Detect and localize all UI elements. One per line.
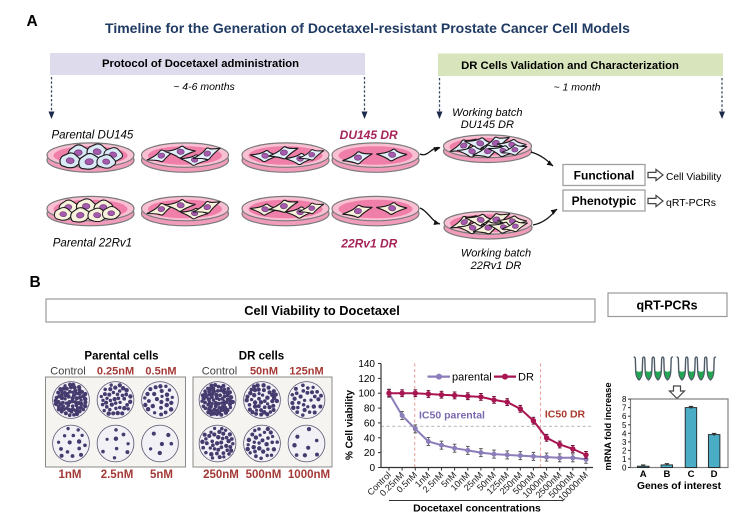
svg-text:A: A: [640, 469, 647, 480]
svg-text:250nM: 250nM: [203, 469, 239, 481]
svg-text:500nM: 500nM: [246, 469, 282, 481]
svg-text:~ 4-6 months: ~ 4-6 months: [173, 81, 235, 93]
svg-text:Cell Viability to Docetaxel: Cell Viability to Docetaxel: [244, 303, 400, 318]
svg-text:parental: parental: [452, 372, 492, 384]
svg-text:125nM: 125nM: [289, 366, 323, 378]
svg-text:mRNA fold increase: mRNA fold increase: [603, 383, 613, 471]
svg-text:Parental 22Rv1: Parental 22Rv1: [53, 238, 132, 250]
svg-text:DU145 DR: DU145 DR: [461, 119, 514, 131]
svg-text:1: 1: [622, 455, 627, 464]
svg-text:Cell Viability: Cell Viability: [666, 172, 722, 183]
svg-text:B: B: [30, 274, 41, 291]
svg-text:qRT-PCRs: qRT-PCRs: [636, 299, 697, 313]
svg-text:% Cell viability: % Cell viability: [345, 390, 356, 460]
svg-text:2.5nM: 2.5nM: [101, 469, 134, 481]
svg-text:Working batch: Working batch: [461, 248, 531, 260]
svg-text:7: 7: [622, 404, 627, 413]
svg-text:DR: DR: [518, 372, 534, 384]
svg-text:0: 0: [622, 464, 627, 473]
svg-text:140: 140: [358, 359, 375, 370]
svg-text:1000nM: 1000nM: [288, 469, 330, 481]
svg-text:20: 20: [364, 448, 376, 459]
svg-text:Parental DU145: Parental DU145: [51, 130, 133, 142]
svg-text:Timeline for the Generation of: Timeline for the Generation of Docetaxel…: [105, 20, 630, 36]
svg-text:qRT-PCRs: qRT-PCRs: [666, 197, 716, 209]
svg-text:C: C: [688, 469, 695, 480]
svg-text:22Rv1 DR: 22Rv1 DR: [470, 260, 522, 272]
svg-text:50nM: 50nM: [250, 366, 278, 378]
svg-text:60: 60: [364, 418, 376, 429]
svg-text:~ 1 month: ~ 1 month: [554, 82, 601, 94]
svg-text:Docetaxel concentrations: Docetaxel concentrations: [413, 503, 541, 515]
svg-text:8: 8: [622, 395, 627, 404]
svg-text:0.5nM: 0.5nM: [145, 366, 176, 378]
svg-text:B: B: [663, 469, 670, 480]
svg-text:D: D: [711, 469, 718, 480]
svg-text:IC50 DR: IC50 DR: [545, 409, 586, 421]
svg-text:DR Cells Validation and Charac: DR Cells Validation and Characterization: [461, 60, 679, 72]
svg-text:40: 40: [364, 433, 376, 444]
svg-text:5: 5: [622, 421, 627, 430]
svg-text:80: 80: [364, 404, 376, 415]
svg-text:Parental cells: Parental cells: [84, 351, 158, 363]
svg-text:Control: Control: [202, 366, 237, 378]
svg-text:Protocol of Docetaxel administ: Protocol of Docetaxel administration: [102, 58, 299, 70]
svg-text:Functional: Functional: [574, 169, 635, 183]
svg-text:5nM: 5nM: [150, 469, 173, 481]
svg-text:1nM: 1nM: [59, 469, 82, 481]
svg-text:100: 100: [358, 389, 375, 400]
svg-text:Control: Control: [50, 366, 85, 378]
svg-text:0.25nM: 0.25nM: [97, 366, 134, 378]
svg-text:DR cells: DR cells: [239, 351, 284, 363]
svg-text:4: 4: [622, 429, 627, 438]
svg-text:2: 2: [622, 446, 627, 455]
svg-text:22Rv1 DR: 22Rv1 DR: [340, 236, 397, 250]
svg-text:Phenotypic: Phenotypic: [572, 194, 637, 208]
svg-text:Genes of interest: Genes of interest: [637, 481, 722, 492]
svg-text:6: 6: [622, 412, 627, 421]
svg-text:A: A: [27, 13, 38, 30]
svg-text:DU145 DR: DU145 DR: [340, 128, 398, 142]
svg-text:0: 0: [369, 463, 375, 474]
svg-text:3: 3: [622, 438, 627, 447]
svg-text:IC50 parental: IC50 parental: [419, 410, 485, 422]
svg-text:Working batch: Working batch: [452, 107, 522, 119]
svg-text:120: 120: [358, 374, 375, 385]
